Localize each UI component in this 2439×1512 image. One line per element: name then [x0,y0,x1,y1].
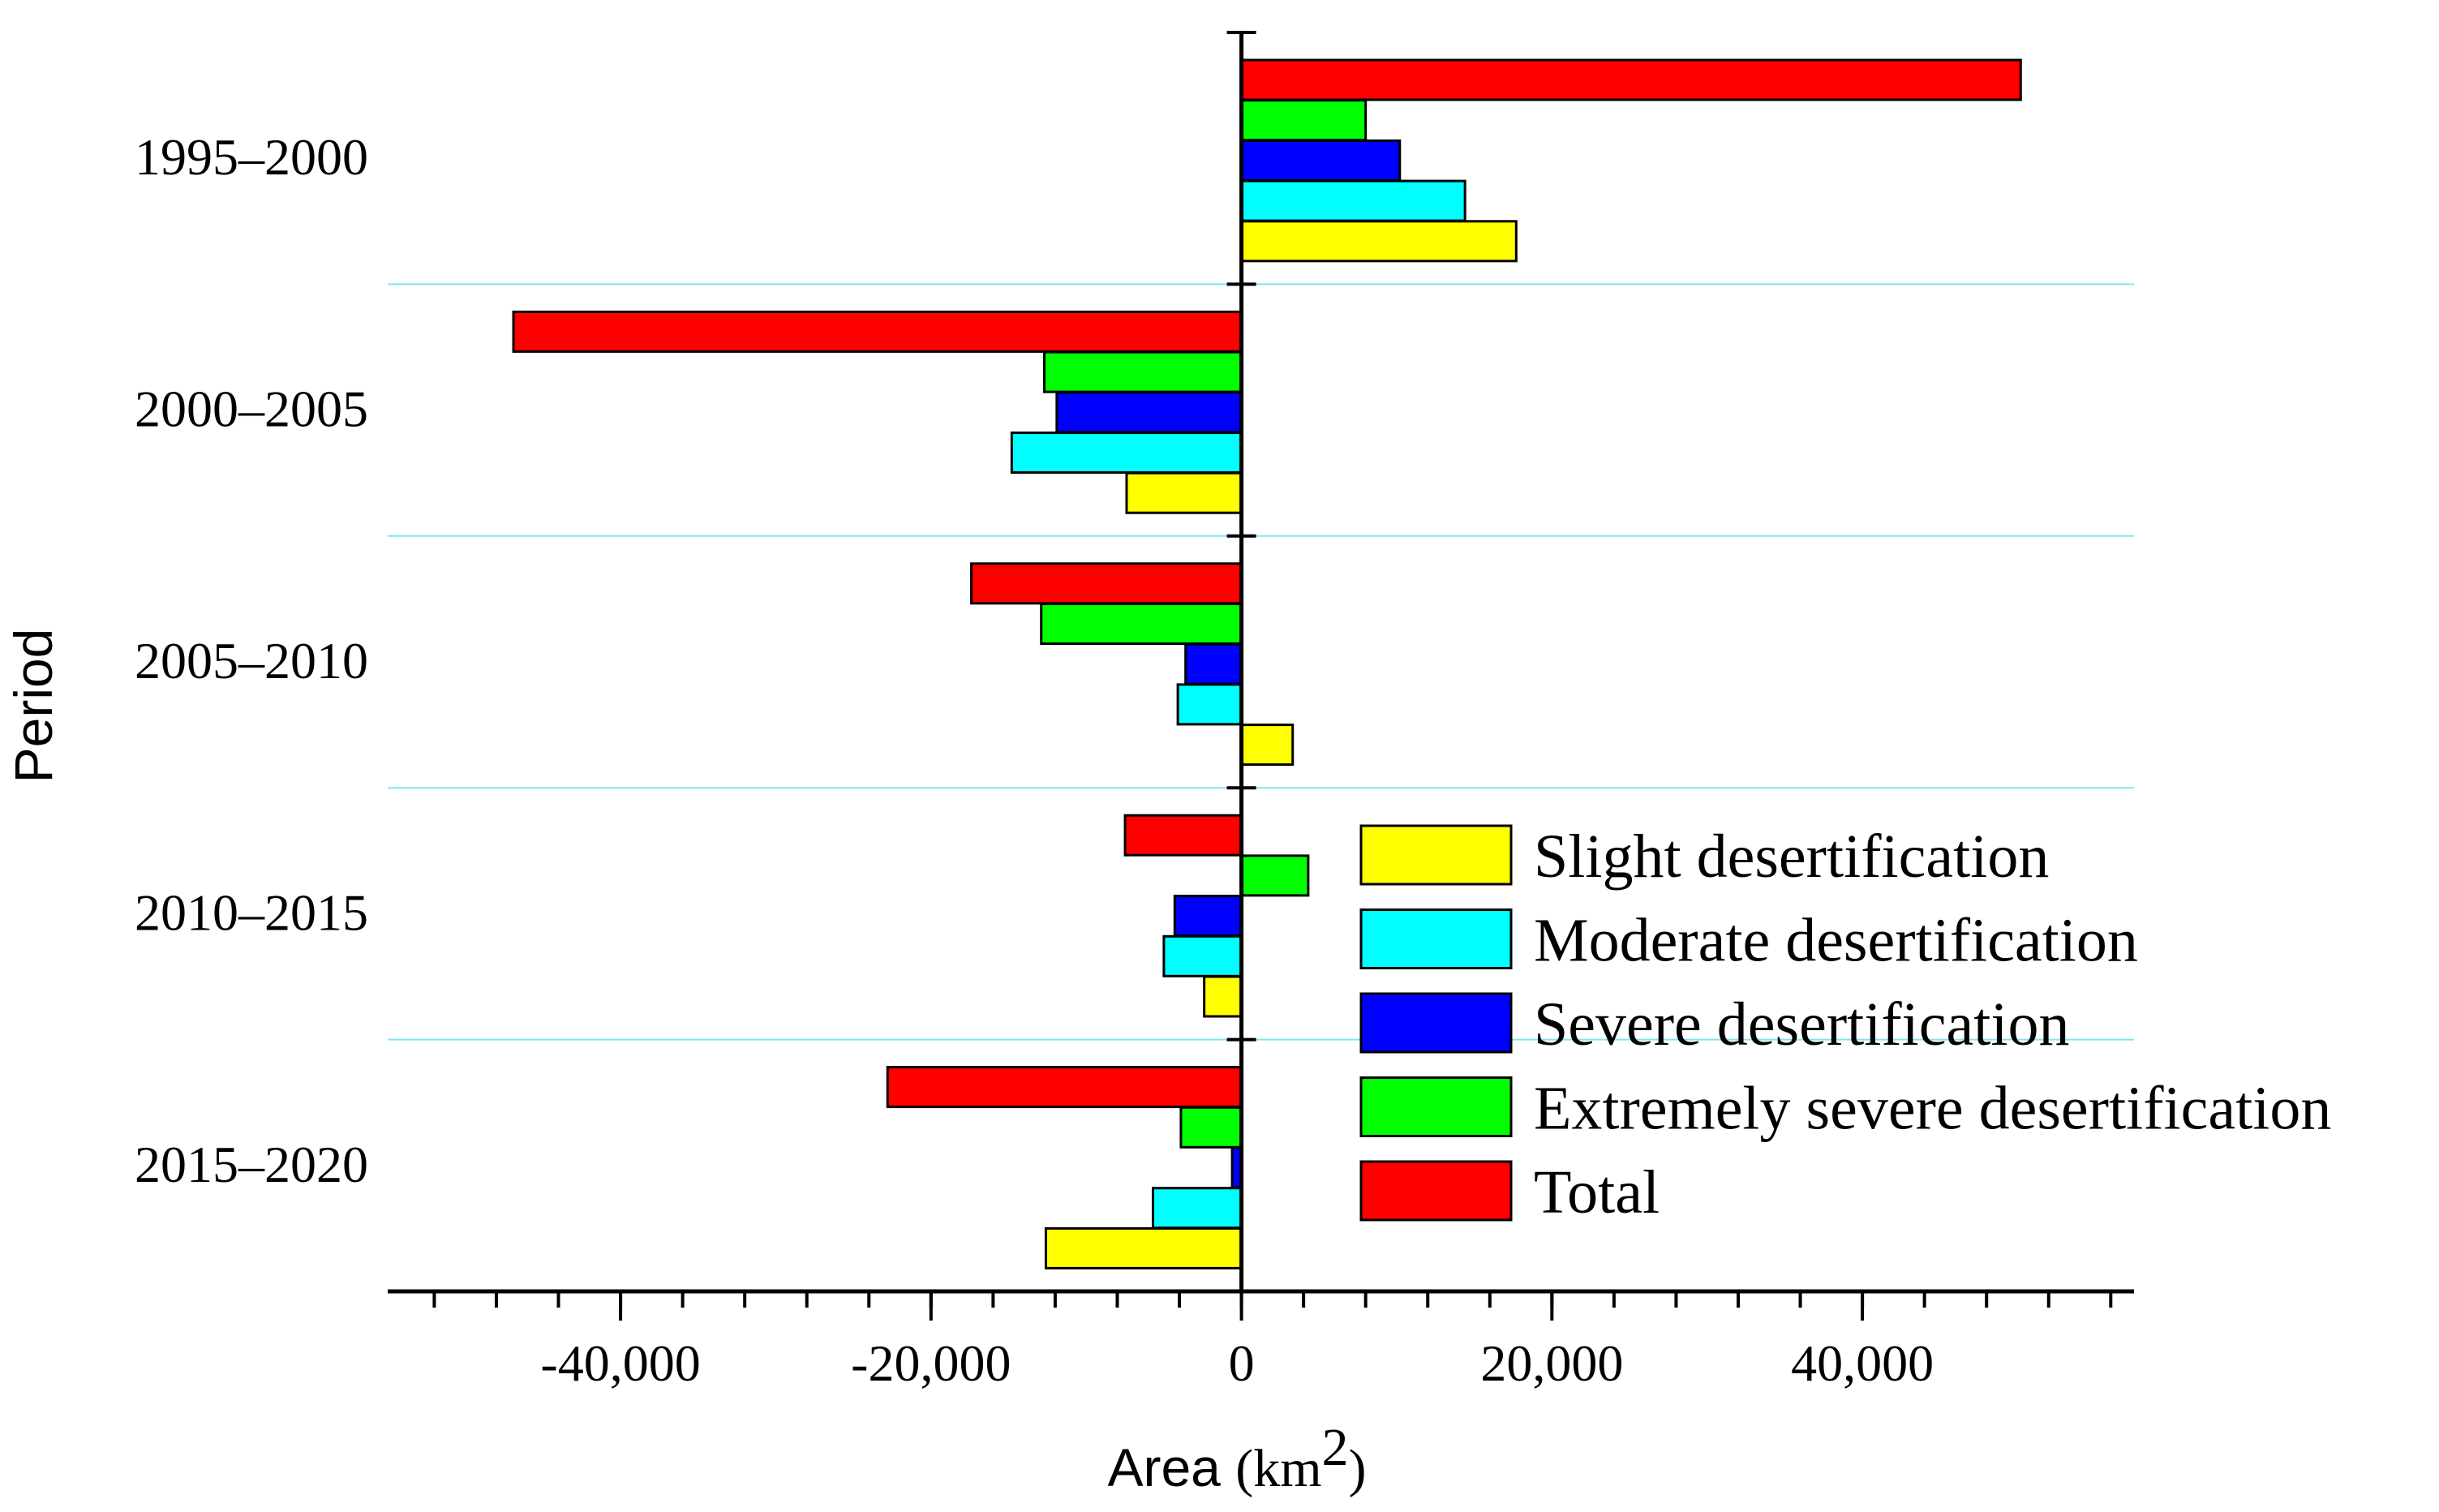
period-label-4: 2015–2020 [135,1136,368,1193]
bar-2000–2005-extremely-severe-desertification [1043,350,1243,393]
y-axis-title: Period [3,629,63,784]
x-tick-label-1: -20,000 [851,1334,1011,1392]
bar-2005–2010-extremely-severe-desertification [1040,603,1243,645]
bar-2000–2005-total [512,310,1243,353]
bar-2015–2020-slight-desertification [1044,1226,1243,1269]
legend-label-3: Extremely severe desertification [1534,1075,2331,1143]
x-axis-title-unit: (km [1235,1439,1321,1498]
bar-1995–2000-extremely-severe-desertification [1240,99,1368,142]
legend-item-2: Severe desertification [1359,990,2069,1059]
legend-swatch-moderate-desertification [1359,908,1513,969]
bar-2005–2010-total [970,562,1243,605]
legend-label-0: Slight desertification [1534,823,2049,891]
legend-swatch-slight-desertification [1359,824,1513,886]
x-tick-labels: -40,000 -20,000 0 20,000 40,000 [540,1334,1934,1392]
bar-2000–2005-severe-desertification [1055,391,1243,434]
bar-2010–2015-extremely-severe-desertification [1240,854,1310,897]
legend-swatch-extremely-severe-desertification [1359,1076,1513,1137]
period-labels: 1995–2000 2000–2005 2005–2010 2010–2015 2015… [135,128,368,1193]
bar-2010–2015-moderate-desertification [1162,934,1243,977]
period-label-1: 2000–2005 [135,380,368,438]
bar-2005–2010-slight-desertification [1240,724,1295,767]
legend-label-2: Severe desertification [1534,990,2069,1059]
x-axis-title: Area (km2) [1107,1418,1366,1498]
bar-2005–2010-moderate-desertification [1176,683,1243,726]
bar-2010–2015-total [1123,814,1243,857]
period-label-0: 1995–2000 [135,128,368,186]
bar-2015–2020-extremely-severe-desertification [1179,1106,1243,1149]
legend-item-1: Moderate desertification [1359,907,2138,975]
bar-2015–2020-moderate-desertification [1151,1187,1243,1230]
axes [388,31,2134,1321]
bar-2010–2015-slight-desertification [1203,975,1243,1018]
bar-2000–2005-moderate-desertification [1010,432,1243,474]
period-label-2: 2005–2010 [135,632,368,689]
bar-1995–2000-severe-desertification [1240,139,1402,182]
grid-lines [388,283,2134,1041]
bar-1995–2000-moderate-desertification [1240,179,1466,222]
legend-swatch-severe-desertification [1359,992,1513,1054]
x-axis-title-superscript: 2 [1322,1418,1349,1477]
bar-1995–2000-slight-desertification [1240,220,1518,263]
legend-item-0: Slight desertification [1359,823,2049,891]
bar-2000–2005-slight-desertification [1125,471,1243,514]
period-label-3: 2010–2015 [135,883,368,941]
x-tick-label-0: -40,000 [540,1334,700,1392]
bar-2005–2010-severe-desertification [1184,642,1243,685]
x-axis-title-text: Area [1107,1437,1235,1497]
bar-1995–2000-total [1240,58,2022,101]
x-tick-label-4: 40,000 [1791,1334,1934,1392]
legend-label-1: Moderate desertification [1534,907,2138,975]
bars [512,58,2022,1269]
x-tick-label-2: 0 [1229,1334,1255,1392]
legend-label-4: Total [1534,1158,1660,1226]
x-tick-label-3: 20,000 [1480,1334,1623,1392]
bar-2015–2020-total [886,1066,1243,1109]
legend-item-3: Extremely severe desertification [1359,1075,2331,1143]
legend-swatch-total [1359,1160,1513,1222]
legend-item-4: Total [1359,1158,1660,1226]
bar-2010–2015-severe-desertification [1173,895,1243,938]
x-axis-title-suffix: ) [1349,1439,1367,1498]
legend: Slight desertification Moderate desertifi… [1359,823,2331,1226]
